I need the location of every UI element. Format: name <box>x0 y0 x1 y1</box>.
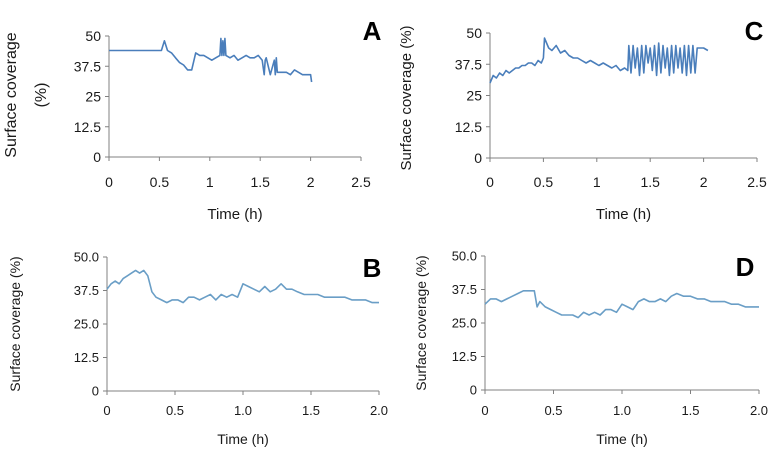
y-axis-title: Surface coverage (%) <box>3 32 50 158</box>
y-tick-label: 50.0 <box>74 250 99 265</box>
y-tick-label: 0 <box>470 383 477 398</box>
y-tick-label: 0 <box>474 150 482 166</box>
chart-panel-d: 0 12.5 25.0 37.5 50.0 0 0.5 1.0 1.5 2.0 Time (h) Su… <box>413 249 768 447</box>
y-tick-label: 50 <box>466 25 482 41</box>
x-axis-title: Time (h) <box>596 206 651 223</box>
x-tick-label: 0 <box>481 403 488 418</box>
chart-panel-c: 0 12.5 25 37.5 50 0 0.5 1 1.5 2 2.5 Time (h) Surface… <box>398 16 767 223</box>
y-tick-label: 12.5 <box>74 350 99 365</box>
y-tick-label: 12.5 <box>455 119 482 135</box>
x-tick-label: 1 <box>206 174 214 190</box>
series-line <box>109 37 313 83</box>
y-tick-label: 37.5 <box>452 282 477 297</box>
x-tick-label: 2.0 <box>750 403 768 418</box>
x-tick-label: 1.5 <box>250 174 270 190</box>
x-tick-label: 0.5 <box>150 174 170 190</box>
y-tick-label: 37.5 <box>74 283 99 298</box>
y-axis-title: Surface coverage (%) <box>7 256 23 391</box>
y-tick-label: 37.5 <box>74 58 101 74</box>
series-line <box>106 269 379 304</box>
y-tick-label: 37.5 <box>455 56 482 72</box>
panel-letter: D <box>736 252 755 282</box>
panel-letter: A <box>363 16 382 46</box>
y-tick-label: 25 <box>85 89 101 105</box>
y-axis-title-line: Surface coverage <box>3 32 20 158</box>
x-tick-label: 0 <box>103 403 110 418</box>
x-tick-label: 1 <box>593 174 601 190</box>
x-tick-label: 2 <box>700 174 708 190</box>
x-tick-label: 0.5 <box>534 174 554 190</box>
x-tick-label: 2.5 <box>351 174 371 190</box>
x-tick-label: 1.0 <box>234 403 252 418</box>
y-tick-label: 50.0 <box>452 249 477 264</box>
x-tick-label: 0 <box>105 174 113 190</box>
y-tick-label: 12.5 <box>74 119 101 135</box>
y-axis-title: Surface coverage (%) <box>398 25 415 170</box>
x-tick-label: 2.0 <box>370 403 388 418</box>
panel-letter: B <box>363 253 382 283</box>
series-line <box>484 289 759 319</box>
series-line <box>489 37 709 84</box>
y-tick-label: 12.5 <box>452 349 477 364</box>
y-tick-label: 0 <box>93 149 101 165</box>
y-tick-label: 50 <box>85 28 101 44</box>
x-tick-label: 2.5 <box>747 174 767 190</box>
x-axis-title: Time (h) <box>596 431 648 447</box>
y-tick-label: 25 <box>466 88 482 104</box>
x-tick-label: 1.5 <box>302 403 320 418</box>
chart-panel-b: 0 12.5 25.0 37.5 50.0 0 0.5 1.0 1.5 2.0 Time (h) Su… <box>7 250 388 447</box>
panel-letter: C <box>745 16 764 46</box>
y-tick-label: 25.0 <box>452 316 477 331</box>
x-axis-title: Time (h) <box>217 431 269 447</box>
x-tick-label: 1.0 <box>613 403 631 418</box>
y-axis-title: Surface coverage (%) <box>413 255 429 390</box>
y-tick-label: 0 <box>92 384 99 399</box>
x-tick-label: 0 <box>486 174 494 190</box>
x-tick-label: 2 <box>307 174 315 190</box>
x-tick-label: 0.5 <box>544 403 562 418</box>
x-tick-label: 0.5 <box>166 403 184 418</box>
y-tick-label: 25.0 <box>74 317 99 332</box>
y-axis-title-line: (%) <box>33 83 50 108</box>
x-tick-label: 1.5 <box>640 174 660 190</box>
chart-panel-a: 0 12.5 25 37.5 50 0 0.5 1 1.5 2 2.5 Time (h) Surface… <box>3 16 382 223</box>
x-axis-title: Time (h) <box>207 206 262 223</box>
x-tick-label: 1.5 <box>681 403 699 418</box>
